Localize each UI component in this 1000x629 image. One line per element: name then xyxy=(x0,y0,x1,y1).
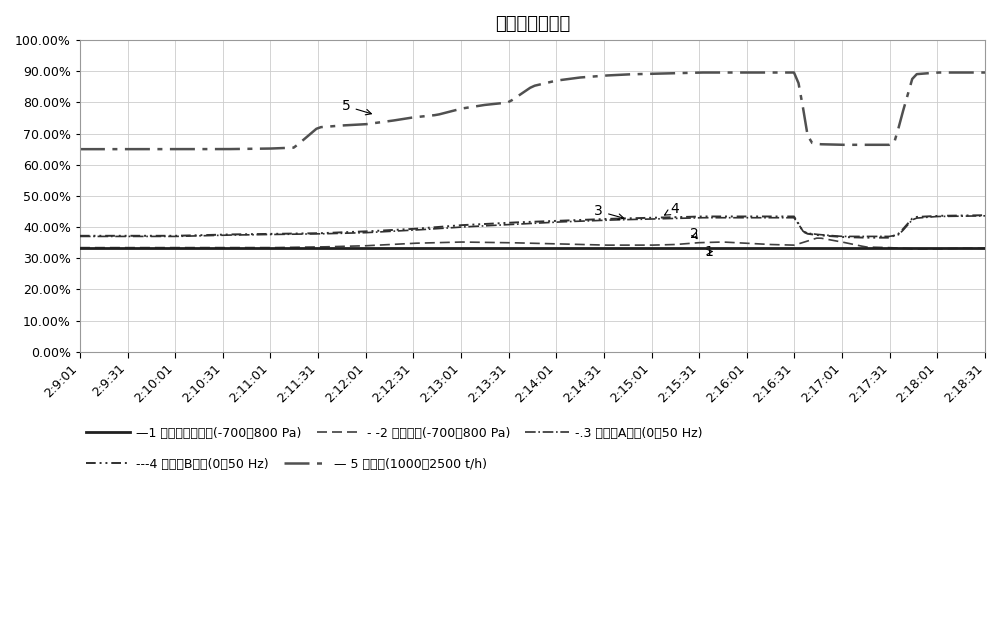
Text: 2: 2 xyxy=(690,227,698,241)
Text: 1: 1 xyxy=(704,245,713,259)
Title: 送风量扰动曲线: 送风量扰动曲线 xyxy=(495,15,570,33)
Text: 4: 4 xyxy=(665,202,679,216)
Legend: ---4 引风机B频率(0～50 Hz), — 5 总风量(1000～2500 t/h): ---4 引风机B频率(0～50 Hz), — 5 总风量(1000～2500 … xyxy=(86,458,487,470)
Text: 3: 3 xyxy=(594,204,624,220)
Text: 5: 5 xyxy=(342,99,371,115)
